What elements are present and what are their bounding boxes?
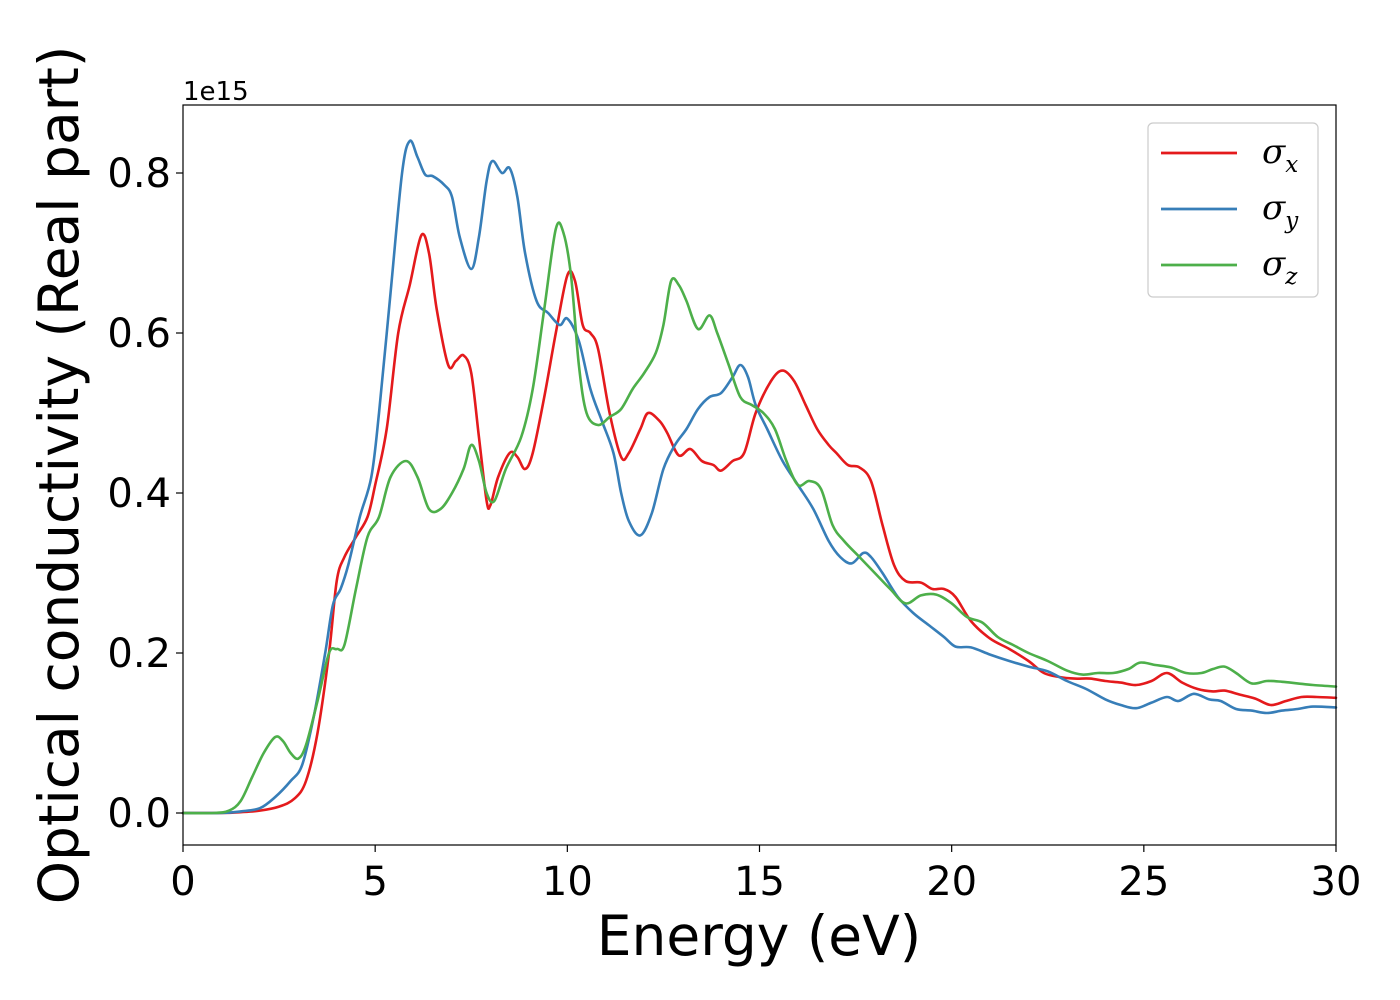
x-tick-label: 20	[926, 859, 977, 905]
series-line-x	[181, 232, 1338, 815]
x-axis-title: Energy (eV)	[597, 904, 921, 968]
legend: σx σy σz	[1147, 122, 1319, 298]
legend-label-x: σx	[1262, 132, 1298, 178]
ticks-layer: 0 5 10 15 20 25 30 0.0 0.2 0.4 0.6 0.8	[107, 151, 1361, 905]
series-layer	[181, 139, 1338, 815]
y-tick-label: 0.8	[107, 151, 171, 197]
legend-label-z: σz	[1262, 244, 1298, 290]
y-tick-label: 0.6	[107, 311, 171, 357]
x-tick-label: 15	[734, 859, 785, 905]
x-tick-label: 5	[362, 859, 387, 905]
series-line-y	[181, 139, 1338, 815]
y-tick-label: 0.2	[107, 631, 171, 677]
y-tick-label: 0.0	[107, 791, 171, 837]
legend-items: σx σy σz	[1161, 132, 1299, 290]
x-tick-label: 10	[542, 859, 593, 905]
x-tick-label: 0	[170, 859, 195, 905]
series-line-z	[181, 221, 1338, 815]
x-tick-label: 25	[1118, 859, 1169, 905]
x-tick-label: 30	[1311, 859, 1362, 905]
y-tick-label: 0.4	[107, 471, 171, 517]
y-axis-title: Optical conductivity (Real part)	[27, 46, 91, 905]
y-offset-label: 1e15	[183, 77, 249, 107]
legend-label-y: σy	[1262, 188, 1299, 234]
